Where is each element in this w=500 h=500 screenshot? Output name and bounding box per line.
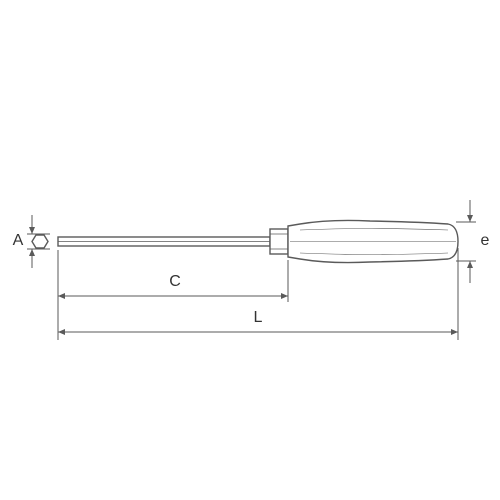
label-C: C: [169, 273, 181, 291]
label-e: e: [481, 232, 490, 250]
dimension-A: [27, 215, 50, 268]
tool-handle: [288, 220, 458, 262]
tool-ferrule: [270, 229, 288, 254]
diagram-svg: [0, 0, 500, 500]
label-L: L: [254, 309, 263, 327]
dimension-e: [456, 200, 476, 283]
hex-cross-section-icon: [32, 235, 48, 248]
label-A: A: [13, 232, 24, 250]
diagram-canvas: A e C L: [0, 0, 500, 500]
tool-shaft: [58, 237, 270, 246]
